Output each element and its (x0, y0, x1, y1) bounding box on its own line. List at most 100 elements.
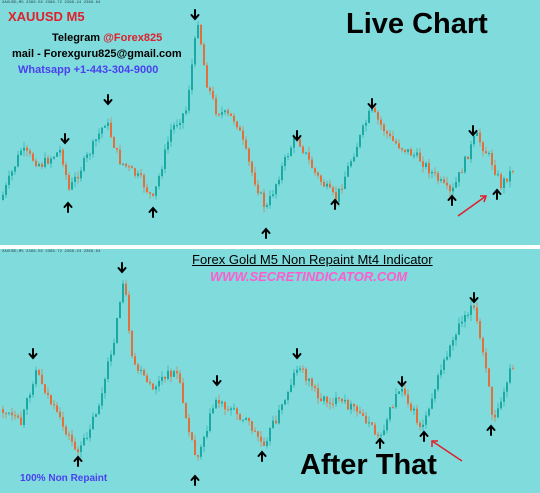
candle (29, 148, 31, 157)
candle (512, 169, 514, 174)
candle (512, 364, 514, 370)
candle (449, 183, 451, 198)
candle (59, 407, 61, 420)
candle (164, 144, 166, 174)
candle (500, 397, 502, 411)
candle (446, 176, 448, 190)
arrow-up-icon (447, 194, 457, 206)
candle (416, 147, 418, 158)
candle (167, 136, 169, 154)
candle (83, 433, 85, 446)
candle (125, 163, 127, 169)
candle (365, 411, 367, 424)
candle (203, 435, 205, 453)
candle (251, 160, 253, 177)
candle (503, 176, 505, 194)
candle (134, 352, 136, 366)
candle (110, 350, 112, 367)
candle (425, 411, 427, 429)
candle (161, 165, 163, 179)
candle (242, 419, 244, 423)
candle (398, 390, 400, 395)
candle (443, 176, 445, 185)
candle (473, 134, 475, 148)
candle (170, 123, 172, 147)
candle (323, 178, 325, 188)
candle (41, 368, 43, 385)
candle (362, 408, 364, 417)
candle (419, 147, 421, 162)
candle (20, 411, 22, 426)
candle (452, 183, 454, 196)
live-chart-title: Live Chart (346, 8, 488, 40)
candle (338, 396, 340, 402)
arrow-up-icon (73, 455, 83, 467)
candle (326, 396, 328, 407)
candle (77, 171, 79, 184)
website-link[interactable]: WWW.SECRETINDICATOR.COM (210, 269, 408, 284)
candle (464, 311, 466, 328)
candle (80, 441, 82, 458)
candle (65, 161, 67, 180)
candle (470, 300, 472, 321)
candle (173, 122, 175, 134)
candle (446, 350, 448, 361)
candle (164, 375, 166, 384)
candle (17, 150, 19, 168)
telegram-prefix: Telegram (52, 32, 104, 44)
candle (458, 172, 460, 187)
candle (488, 151, 490, 157)
candle (107, 118, 109, 131)
candle (299, 136, 301, 148)
candle (236, 406, 238, 421)
candle (212, 404, 214, 414)
candle (155, 384, 157, 395)
arrow-up-icon (419, 430, 429, 442)
candle (92, 412, 94, 430)
candle (266, 202, 268, 209)
candle (275, 183, 277, 199)
candle (467, 156, 469, 160)
candle (98, 403, 100, 415)
candle (278, 404, 280, 425)
candle (182, 377, 184, 404)
candle (431, 393, 433, 410)
candle (209, 86, 211, 95)
candle (104, 377, 106, 399)
candle (98, 128, 100, 143)
candle (461, 315, 463, 327)
candle (341, 398, 343, 404)
arrow-down-icon (117, 262, 127, 274)
candle (134, 167, 136, 179)
candle (353, 403, 355, 412)
candle (173, 369, 175, 378)
candle (311, 156, 313, 169)
candle (314, 167, 316, 176)
candle (284, 154, 286, 171)
candle (302, 365, 304, 373)
whatsapp-contact: Whatsapp +1-443-304-9000 (18, 64, 159, 76)
candle (233, 113, 235, 125)
candle (344, 171, 346, 190)
candle (506, 178, 508, 184)
candle (236, 120, 238, 130)
candle (335, 391, 337, 407)
candle (152, 193, 154, 197)
telegram-handle: @Forex825 (103, 32, 163, 44)
candle (260, 430, 262, 447)
candle (374, 422, 376, 435)
candle (197, 454, 199, 461)
candle (191, 59, 193, 95)
candle (386, 417, 388, 434)
candle (74, 172, 76, 188)
arrow-down-icon (367, 98, 377, 110)
candle (71, 429, 73, 446)
arrow-down-icon (103, 94, 113, 106)
candle (440, 364, 442, 379)
candle (128, 291, 130, 335)
candle (218, 113, 220, 117)
candle (389, 406, 391, 423)
candle (305, 152, 307, 155)
candle (263, 437, 265, 447)
candle (281, 403, 283, 415)
